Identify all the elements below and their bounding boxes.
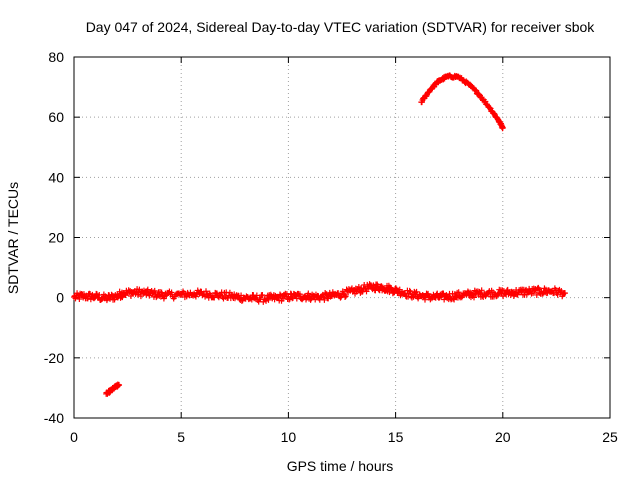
y-tick-label: 60 bbox=[48, 109, 64, 125]
interp-point bbox=[146, 292, 153, 299]
interp-point bbox=[478, 287, 485, 294]
interp-point bbox=[321, 296, 328, 303]
interp-point bbox=[286, 296, 293, 303]
interp-point bbox=[423, 93, 430, 100]
data-points bbox=[71, 72, 568, 397]
grid-lines bbox=[74, 57, 610, 418]
interp-point bbox=[238, 297, 245, 304]
y-tick-label: 40 bbox=[48, 169, 64, 185]
y-tick-label: 80 bbox=[48, 49, 64, 65]
x-tick-label: 5 bbox=[177, 429, 185, 445]
interp-point bbox=[473, 87, 480, 94]
x-tick-label: 25 bbox=[602, 429, 618, 445]
interp-point bbox=[342, 293, 349, 300]
interp-point bbox=[265, 296, 272, 303]
series-high-arc bbox=[418, 72, 506, 132]
interp-point bbox=[168, 289, 175, 296]
x-tick-label: 0 bbox=[70, 429, 78, 445]
x-axis-label: GPS time / hours bbox=[287, 458, 394, 474]
interp-point bbox=[203, 288, 210, 295]
interp-point bbox=[151, 287, 158, 294]
interp-point bbox=[335, 290, 342, 297]
chart-title: Day 047 of 2024, Sidereal Day-to-day VTE… bbox=[86, 19, 596, 35]
interp-point bbox=[342, 293, 349, 300]
x-tick-label: 10 bbox=[281, 429, 297, 445]
interp-point bbox=[471, 294, 478, 301]
data-point bbox=[561, 290, 568, 297]
y-tick-labels: -40 -20 0 20 40 60 80 bbox=[44, 49, 64, 426]
interp-point bbox=[259, 292, 266, 299]
interp-point bbox=[486, 104, 493, 111]
interp-point bbox=[363, 288, 370, 295]
x-tick-label: 20 bbox=[495, 429, 511, 445]
interp-point bbox=[144, 286, 151, 293]
interp-point bbox=[127, 292, 134, 299]
interp-point bbox=[406, 287, 413, 294]
interp-point bbox=[422, 296, 429, 303]
interp-point bbox=[84, 295, 91, 302]
y-tick-label: 0 bbox=[56, 290, 64, 306]
interp-point bbox=[337, 294, 344, 301]
y-tick-label: -20 bbox=[44, 350, 64, 366]
interp-point bbox=[192, 293, 199, 300]
interp-point bbox=[76, 295, 83, 302]
x-tick-labels: 0 5 10 15 20 25 bbox=[70, 429, 618, 445]
interp-point bbox=[413, 288, 420, 295]
series-main-pass bbox=[71, 281, 568, 305]
data-point bbox=[499, 124, 506, 131]
interp-point bbox=[296, 291, 303, 298]
interp-point bbox=[455, 289, 462, 296]
y-tick-label: 20 bbox=[48, 230, 64, 246]
y-axis-label: SDTVAR / TECUs bbox=[5, 182, 21, 294]
series-short-arc bbox=[103, 381, 123, 397]
data-point bbox=[116, 381, 123, 388]
y-tick-label: -40 bbox=[44, 410, 64, 426]
interp-point bbox=[491, 110, 498, 117]
interp-point bbox=[533, 291, 540, 298]
x-tick-label: 15 bbox=[388, 429, 404, 445]
axis-ticks bbox=[73, 56, 611, 419]
